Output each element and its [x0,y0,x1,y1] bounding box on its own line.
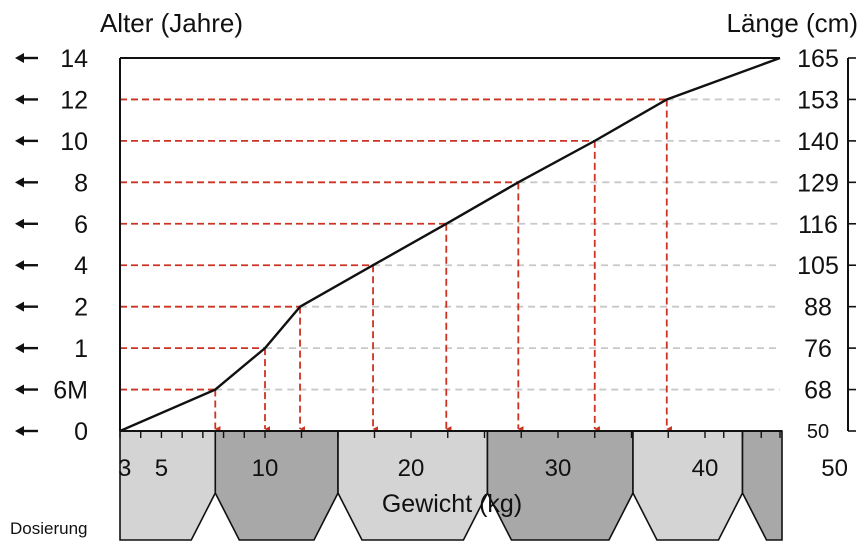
age-label-group: 12 [15,86,88,114]
weight-tick-label: 20 [398,455,425,482]
height-axis-title: Länge (cm) [727,8,859,38]
age-tick-label: 8 [74,169,88,197]
left-arrow-head-icon [15,384,24,395]
left-arrow-head-icon [15,53,24,63]
age-label-group: 6M [15,377,88,405]
age-tick-label: 4 [74,252,88,280]
left-arrow-head-icon [15,218,24,229]
age-label-group: 10 [15,128,88,156]
age-tick-label: 14 [60,45,88,73]
age-tick-label: 6 [74,211,88,239]
weight-tick-label: 10 [252,455,279,482]
dosing-band [486,430,634,541]
left-arrow-head-icon [15,94,24,105]
weight-tick-label: 30 [545,455,572,482]
height-label-backing [795,42,841,73]
height-tick-label: 129 [797,169,839,197]
age-label-group: 1 [15,335,88,363]
left-arrow-head-icon [15,135,24,146]
age-tick-label: 0 [74,418,88,446]
height-tick-label: 68 [804,377,832,405]
height-label-backing [795,249,841,280]
age-label-group: 0 [15,418,88,446]
age-label-group: 4 [15,252,88,280]
height-label-backing [795,83,841,114]
left-arrow-head-icon [15,426,24,436]
dosing-band [214,430,339,541]
dosing-band [632,430,744,541]
left-arrow-head-icon [15,260,24,271]
age-label-group: 6 [15,211,88,239]
weight-tick-label: 5 [155,455,168,482]
age-tick-label: 12 [60,86,88,114]
age-axis-title: Alter (Jahre) [100,8,243,38]
height-label-backing [804,418,832,443]
age-label-group: 2 [15,294,88,322]
height-label-backing [802,291,834,322]
left-arrow-head-icon [15,177,24,188]
height-tick-label: 88 [804,294,832,322]
weight-axis-title: Gewicht (kg) [382,490,522,518]
age-tick-label: 10 [60,128,88,156]
height-label-backing [795,125,841,156]
weight-tick-label: 50 [821,455,848,482]
dosing-band [337,430,489,541]
age-label-group: 14 [15,45,88,73]
dosing-band [741,430,783,541]
height-label-backing [795,208,841,239]
dosing-band [119,430,217,541]
height-tick-label: 76 [804,335,832,363]
height-tick-label: 50 [807,421,829,443]
height-tick-label: 140 [797,128,839,156]
age-tick-label: 2 [74,294,88,322]
age-tick-label: 1 [74,335,88,363]
height-tick-label: 116 [798,211,838,239]
height-label-backing [802,332,834,363]
growth-curve [119,56,781,433]
height-tick-label: 105 [797,252,839,280]
age-tick-label: 6M [53,377,88,405]
height-tick-label: 165 [797,45,839,73]
height-tick-label: 153 [797,86,839,114]
age-label-group: 8 [15,169,88,197]
height-label-backing [795,166,841,197]
weight-tick-label: 40 [692,455,719,482]
left-arrow-head-icon [15,301,24,312]
height-label-backing [802,374,834,405]
weight-tick-label: 3 [118,455,131,482]
left-arrow-head-icon [15,343,24,354]
dosing-label: Dosierung [10,519,88,538]
